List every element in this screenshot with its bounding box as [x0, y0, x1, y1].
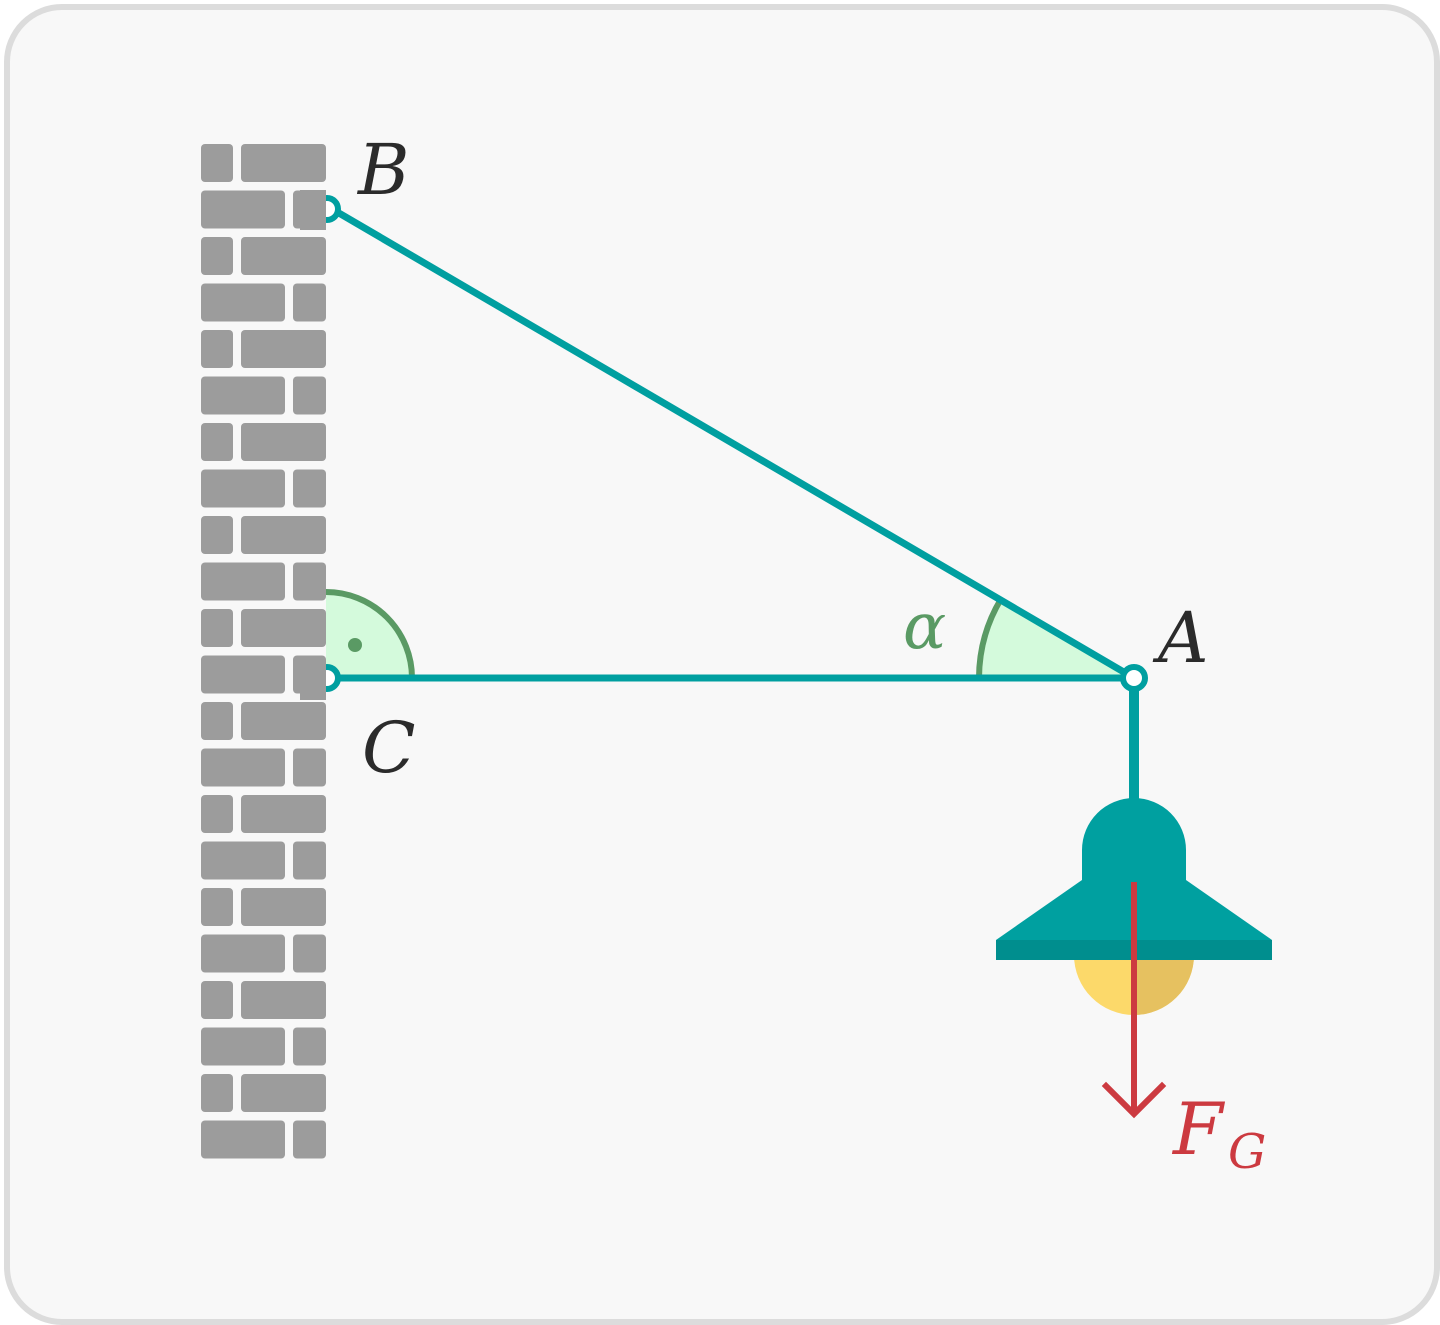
wall-brick: [201, 888, 233, 926]
wall-brick: [293, 841, 326, 880]
force-arrow-fg: [1101, 882, 1167, 1119]
wall-brick: [201, 237, 233, 275]
wall-brick: [201, 795, 233, 833]
wall-brick: [241, 1074, 326, 1112]
wall-brick: [201, 516, 233, 554]
label-force-f: F: [1171, 1087, 1226, 1171]
wall-brick: [201, 702, 233, 740]
wall-brick: [293, 1027, 326, 1066]
right-angle-marker: [325, 589, 415, 679]
lamp-bulb-shadow: [1134, 955, 1194, 1015]
label-point-c: C: [362, 707, 416, 789]
wall-brick: [201, 655, 285, 694]
wall-brick: [201, 934, 285, 973]
wall-brick: [241, 702, 326, 740]
wall-brick: [241, 330, 326, 368]
wall-brick: [201, 423, 233, 461]
label-point-a: A: [1152, 597, 1209, 679]
rod-ab: [330, 205, 1136, 682]
label-force-subscript: G: [1228, 1124, 1266, 1180]
wall-brick: [241, 795, 326, 833]
wall-brick: [293, 283, 326, 322]
wall-brick: [201, 1027, 285, 1066]
brick-wall: [201, 144, 326, 1159]
wall-brick: [241, 888, 326, 926]
wall-brick: [293, 1120, 326, 1159]
wall-brick: [201, 609, 233, 647]
wall-brick: [293, 562, 326, 601]
wall-brick: [241, 144, 326, 182]
wall-brick: [293, 748, 326, 787]
wall-brick: [201, 190, 285, 229]
wall-brick: [201, 1074, 233, 1112]
wall-brick: [293, 469, 326, 508]
label-point-b: B: [356, 129, 409, 211]
wall-brick: [241, 237, 326, 275]
wall-cover-b: [300, 190, 326, 230]
lamp-shade: [996, 798, 1272, 940]
label-angle-alpha: α: [903, 590, 946, 664]
wall-brick: [201, 469, 285, 508]
wall-brick: [201, 841, 285, 880]
wall-brick: [241, 609, 326, 647]
wall-brick: [201, 1120, 285, 1159]
wall-brick: [201, 981, 233, 1019]
wall-brick: [201, 330, 233, 368]
wall-brick: [201, 144, 233, 182]
wall-brick: [241, 516, 326, 554]
wall-brick: [293, 934, 326, 973]
wall-cover-c: [300, 660, 326, 700]
wall-brick: [241, 423, 326, 461]
wall-brick: [201, 376, 285, 415]
wall-brick: [201, 283, 285, 322]
wall-brick: [201, 748, 285, 787]
right-angle-dot: [348, 638, 362, 652]
wall-brick: [241, 981, 326, 1019]
wall-brick: [293, 376, 326, 415]
wall-brick: [201, 562, 285, 601]
joint-a: [1120, 664, 1148, 692]
